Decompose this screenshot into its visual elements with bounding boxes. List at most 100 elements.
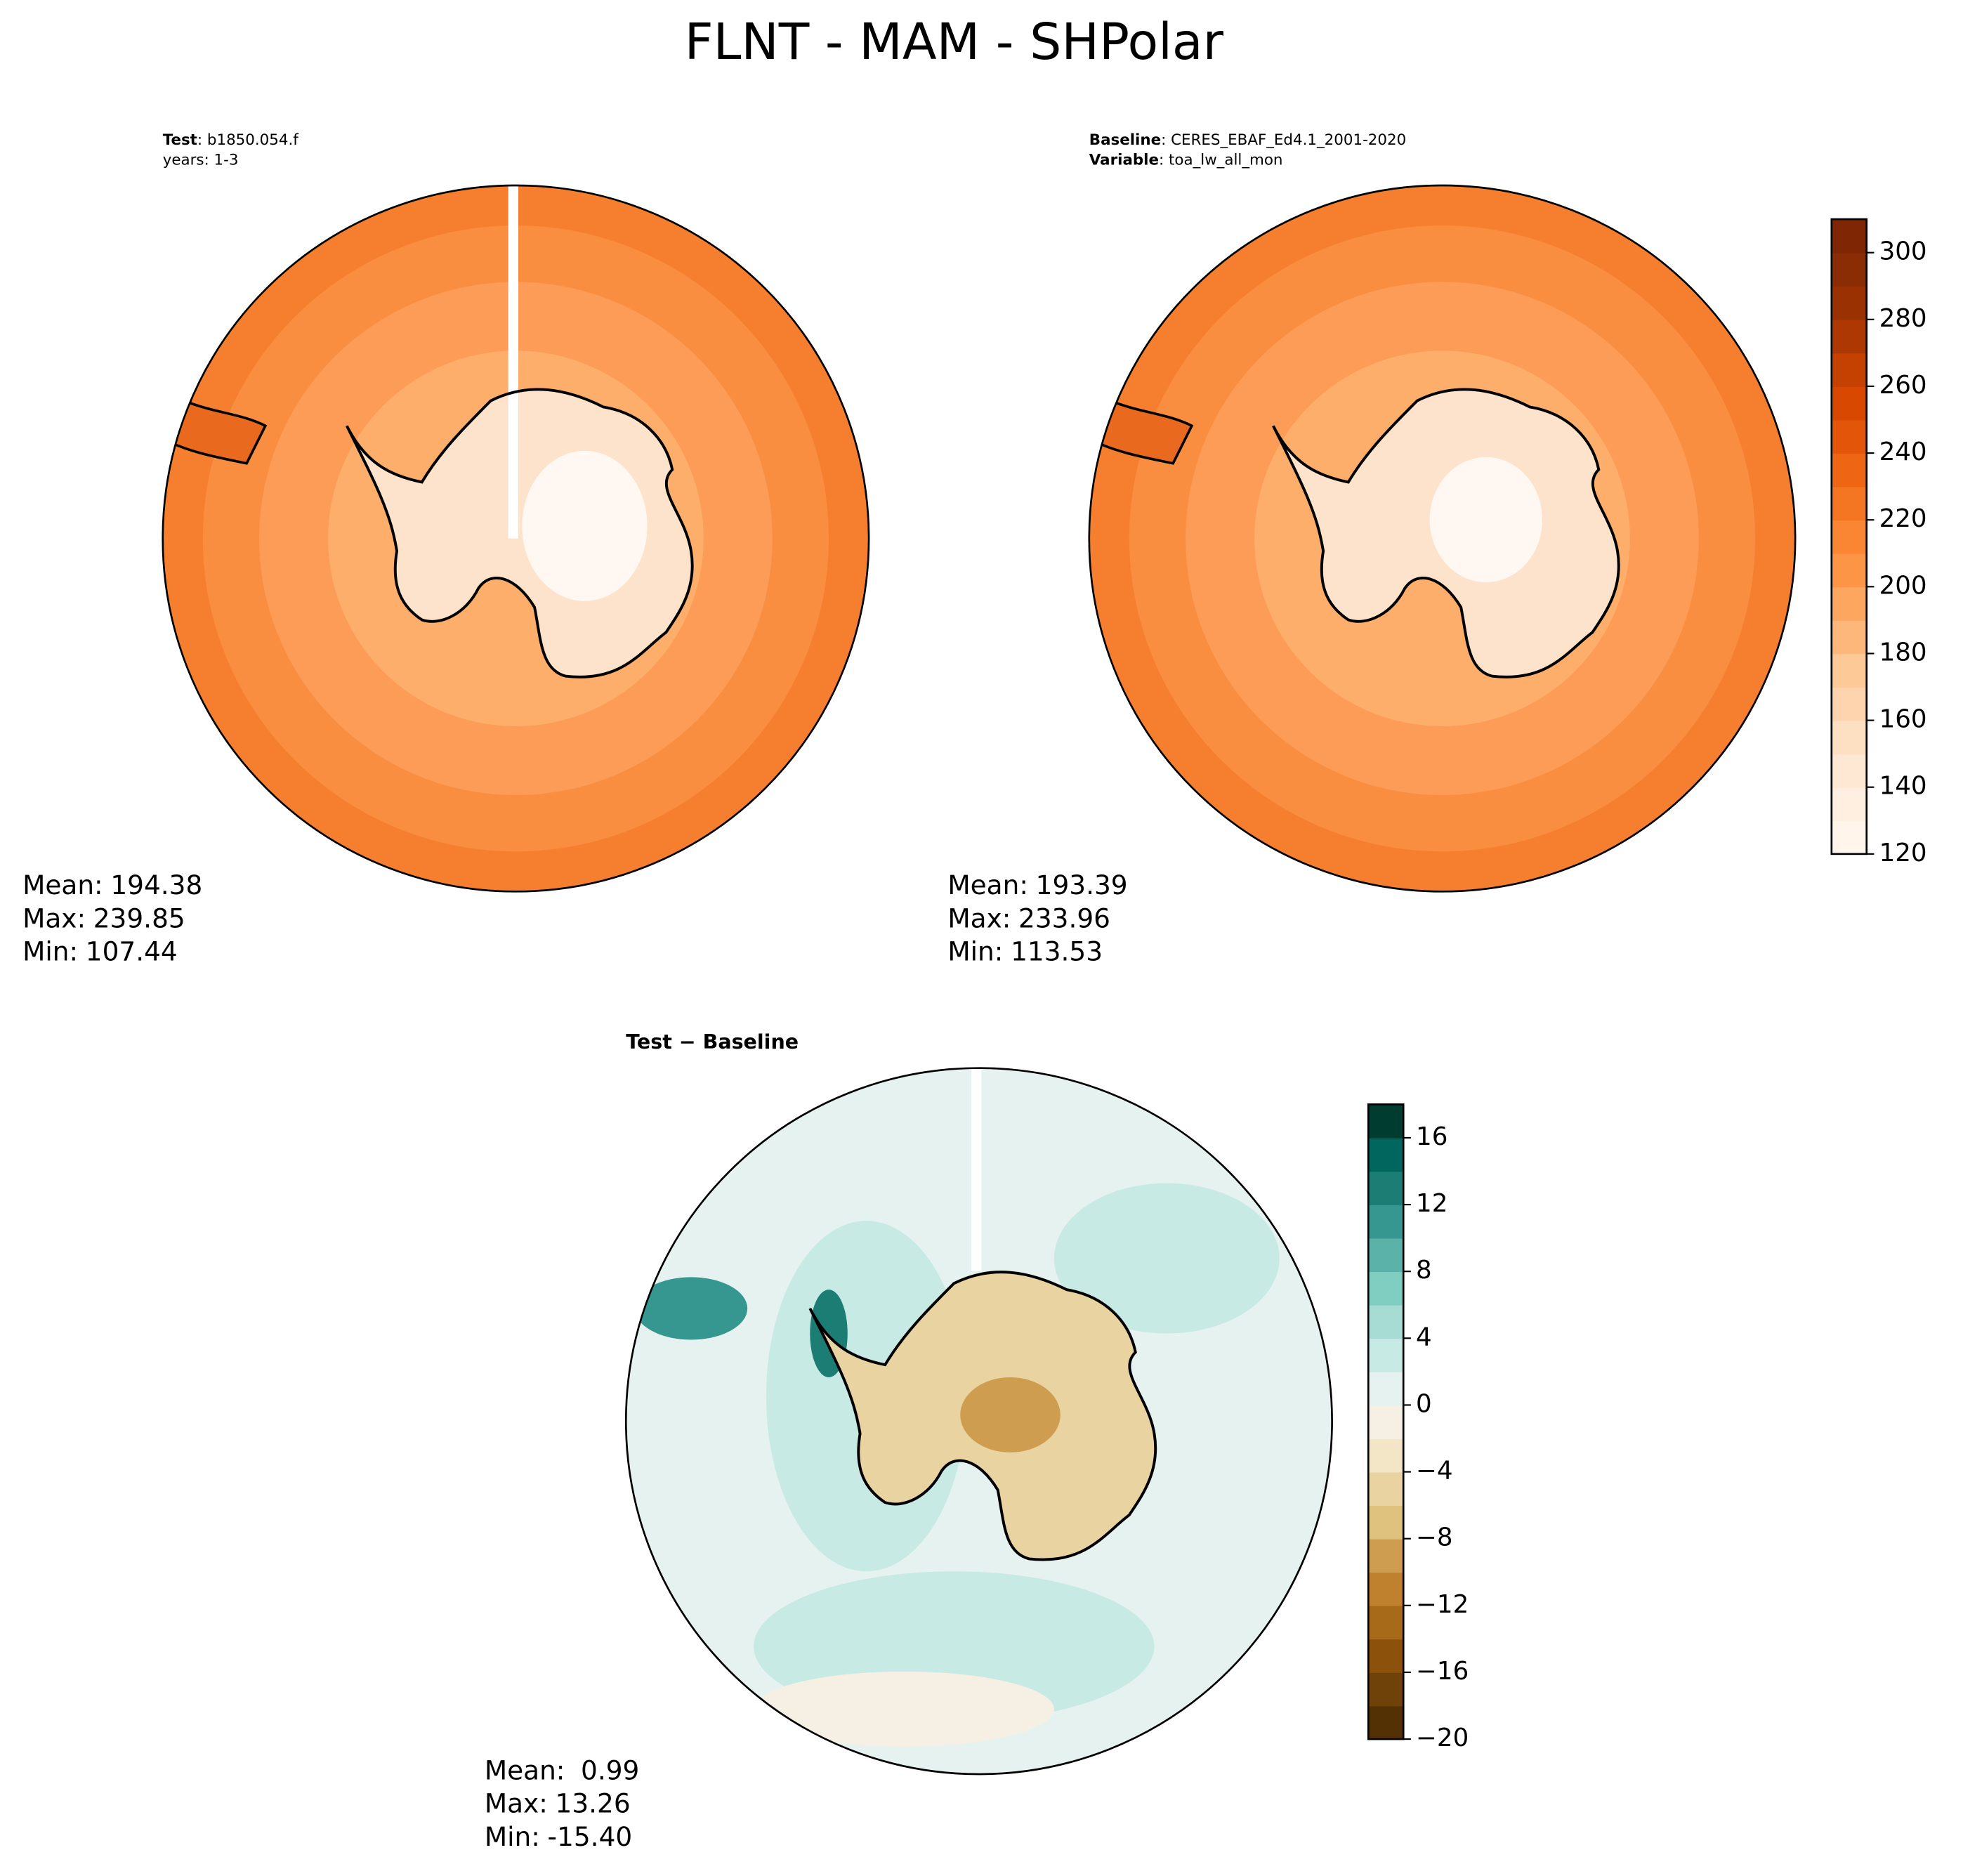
- stat-value: 0.99: [572, 1754, 639, 1785]
- header-text: years: 1-3: [163, 151, 239, 169]
- stat-value: 193.39: [1036, 870, 1128, 900]
- panel-header: years: 1-3: [163, 151, 239, 169]
- colorbar-tick-label: 160: [1879, 705, 1927, 734]
- colorbar-tick-label: 0: [1416, 1389, 1432, 1418]
- colorbar-frame: [1367, 1103, 1405, 1740]
- colorbar-tick-label: −16: [1416, 1657, 1469, 1686]
- colorbar-segment: [1368, 1538, 1404, 1573]
- stat-name: Max:: [22, 903, 86, 933]
- map: [162, 184, 870, 893]
- colorbar-frame: [1830, 218, 1868, 855]
- colorbar-segment: [1831, 619, 1867, 655]
- stat-line: Min: 107.44: [22, 936, 178, 966]
- colorbar-segment: [1368, 1672, 1404, 1707]
- colorbar-tick-label: 220: [1879, 504, 1927, 533]
- panel-header: Baseline: CERES_EBAF_Ed4.1_2001-2020: [1089, 131, 1406, 149]
- header-text: : CERES_EBAF_Ed4.1_2001-2020: [1161, 131, 1406, 149]
- stat-value: 107.44: [86, 936, 178, 966]
- colorbar-segment: [1368, 1471, 1404, 1507]
- colorbar-segment: [1831, 319, 1867, 354]
- header-key: Test: [163, 131, 197, 149]
- colorbar-tick-label: 280: [1879, 304, 1927, 333]
- colorbar-segment: [1831, 586, 1867, 621]
- colorbar-segment: [1368, 1605, 1404, 1640]
- colorbar-segment: [1831, 754, 1867, 788]
- stat-name: Mean:: [485, 1754, 565, 1785]
- colorbar-segment: [1831, 720, 1867, 755]
- colorbar-segment: [1368, 1205, 1404, 1239]
- colorbar-segment: [1368, 1371, 1404, 1406]
- colorbar-segment: [1831, 353, 1867, 387]
- colorbar-segment: [1368, 1104, 1404, 1139]
- colorbar-tick-label: 8: [1416, 1256, 1432, 1285]
- stat-name: Max:: [947, 903, 1011, 933]
- colorbar-tick-label: 300: [1879, 237, 1927, 266]
- stat-name: Min:: [22, 936, 78, 966]
- colorbar-tick-label: 260: [1879, 371, 1927, 400]
- colorbar-tick-label: −12: [1416, 1590, 1469, 1619]
- stat-line: Mean: 194.38: [22, 870, 202, 900]
- colorbar-segment: [1831, 486, 1867, 521]
- colorbar-tick-label: 12: [1416, 1189, 1447, 1218]
- colorbar-segment: [1831, 653, 1867, 688]
- stat-line: Mean: 193.39: [947, 870, 1127, 900]
- stat-line: Mean: 0.99: [485, 1754, 639, 1785]
- colorbar-tick-label: −20: [1416, 1724, 1469, 1752]
- colorbar-segment: [1831, 687, 1867, 721]
- colorbar-tick-label: 16: [1416, 1122, 1447, 1151]
- colorbar-tick-label: −8: [1416, 1523, 1453, 1552]
- stat-value: 239.85: [93, 903, 185, 933]
- figure-title: FLNT - MAM - SHPolar: [685, 13, 1224, 71]
- stat-line: Max: 13.26: [485, 1788, 631, 1818]
- colorbar-tick-label: 240: [1879, 438, 1927, 466]
- panel-header: Variable: toa_lw_all_mon: [1089, 151, 1283, 169]
- colorbar-segment: [1831, 787, 1867, 822]
- header-text: : b1850.054.f: [197, 131, 298, 149]
- colorbar-tick-label: −4: [1416, 1457, 1453, 1485]
- colorbar-segment: [1368, 1137, 1404, 1172]
- colorbar-segment: [1831, 219, 1867, 254]
- colorbar-segment: [1368, 1171, 1404, 1205]
- colorbar-segment: [1831, 419, 1867, 454]
- colorbar-segment: [1368, 1705, 1404, 1740]
- colorbar-segment: [1368, 1505, 1404, 1540]
- stat-value: 233.96: [1018, 903, 1110, 933]
- colorbar-tick-label: 4: [1416, 1323, 1432, 1351]
- colorbar-segment: [1831, 820, 1867, 855]
- header-text: : toa_lw_all_mon: [1159, 151, 1282, 169]
- colorbar-segment: [1368, 1405, 1404, 1439]
- stat-name: Max:: [485, 1788, 548, 1818]
- colorbar-segment: [1368, 1271, 1404, 1306]
- stat-name: Mean:: [947, 870, 1028, 900]
- stat-value: 13.26: [556, 1788, 631, 1818]
- colorbar-tick-label: 140: [1879, 772, 1927, 801]
- colorbar-tick-label: 120: [1879, 839, 1927, 867]
- map: [1088, 184, 1797, 893]
- stat-value: 113.53: [1011, 936, 1103, 966]
- colorbar-segment: [1368, 1438, 1404, 1473]
- stat-line: Min: -15.40: [485, 1821, 632, 1851]
- stat-value: -15.40: [548, 1821, 633, 1851]
- stat-name: Min:: [485, 1821, 540, 1851]
- colorbar-segment: [1831, 286, 1867, 320]
- colorbar-segment: [1368, 1338, 1404, 1372]
- colorbar-segment: [1368, 1572, 1404, 1606]
- stat-name: Mean:: [22, 870, 103, 900]
- colorbar-segment: [1831, 520, 1867, 554]
- colorbar-segment: [1368, 1639, 1404, 1673]
- colorbar-tick-label: 200: [1879, 571, 1927, 600]
- colorbar-segment: [1368, 1238, 1404, 1273]
- colorbar-tick-label: 180: [1879, 638, 1927, 667]
- header-key: Baseline: [1089, 131, 1161, 149]
- colorbar-segment: [1831, 252, 1867, 287]
- colorbar-segment: [1831, 453, 1867, 487]
- colorbar-segment: [1831, 553, 1867, 588]
- stat-line: Min: 113.53: [947, 936, 1103, 966]
- stat-line: Max: 239.85: [22, 903, 185, 933]
- panel-header: Test − Baseline: [626, 1030, 799, 1054]
- header-key: Test − Baseline: [626, 1030, 799, 1054]
- stat-line: Max: 233.96: [947, 903, 1110, 933]
- map: [624, 1067, 1333, 1776]
- panel-header: Test: b1850.054.f: [163, 131, 299, 149]
